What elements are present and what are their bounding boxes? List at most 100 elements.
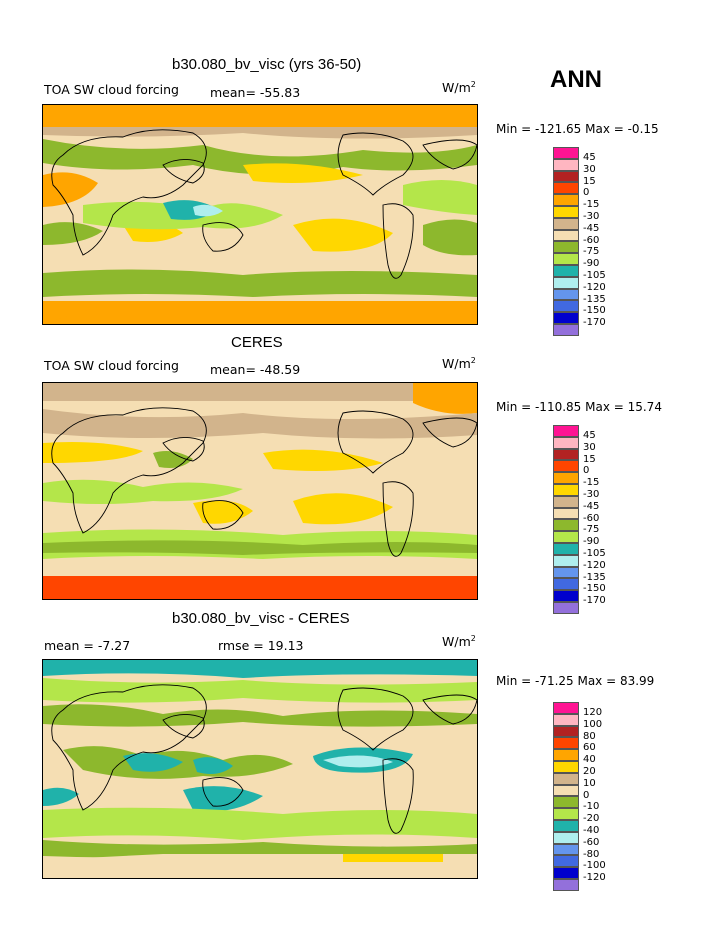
panel-1-title: b30.080_bv_visc (yrs 36-50) [172,56,362,73]
panel-1-map [42,104,478,325]
legend-swatch [553,737,579,750]
panel-2-field-label: TOA SW cloud forcing [44,358,179,373]
panel-1-field-label: TOA SW cloud forcing [44,82,179,97]
legend-tick: 30 [583,441,596,453]
legend-tick: -60 [583,234,600,246]
legend-tick: 80 [583,730,596,742]
legend-swatch [553,542,579,555]
legend-tick: 0 [583,789,590,801]
legend-swatch [553,772,579,785]
legend-swatch [553,578,579,591]
legend-swatch [553,566,579,579]
panel-3-mean-label: mean = -7.27 [44,638,131,653]
legend-swatch [553,229,579,242]
legend-swatch [553,158,579,171]
legend-tick: 45 [583,152,596,163]
legend-swatch [553,323,579,336]
legend-tick: 15 [583,453,596,465]
legend-swatch [553,590,579,602]
legend-tick: -10 [583,801,600,813]
legend-tick: 120 [583,707,603,718]
panel-1-mean-label: mean= -55.83 [210,85,301,100]
legend-swatch [553,702,579,714]
legend-tick: -15 [583,477,600,489]
legend-tick: -60 [583,512,600,524]
legend-tick: -135 [583,293,606,305]
legend-tick: -75 [583,524,600,536]
legend-tick: -15 [583,199,600,211]
legend-tick: -20 [583,813,600,825]
legend-swatch [553,713,579,726]
legend-swatch [553,448,579,461]
legend-swatch [553,276,579,289]
panel-1-legend [553,147,579,336]
legend-tick: -135 [583,571,606,583]
panel-2-mean-label: mean= -48.59 [210,362,301,377]
legend-swatch [553,796,579,809]
legend-swatch [553,460,579,473]
legend-swatch [553,878,579,891]
legend-tick: -80 [583,848,600,860]
legend-tick: -30 [583,211,600,222]
legend-swatch [553,554,579,567]
legend-swatch [553,601,579,614]
legend-swatch [553,819,579,832]
legend-tick: 40 [583,754,596,766]
legend-tick: -170 [583,595,606,607]
panel-3-rmse-label: rmse = 19.13 [218,638,304,653]
legend-swatch [553,194,579,206]
panel-3-map [42,659,478,879]
legend-swatch [553,264,579,277]
legend-swatch [553,784,579,797]
legend-tick: 0 [583,465,590,477]
legend-tick: 60 [583,742,596,754]
legend-tick: 30 [583,163,596,175]
legend-tick: -105 [583,548,606,559]
legend-swatch [553,300,579,313]
panel-2-units: W/m2 [442,356,476,372]
legend-swatch [553,831,579,844]
legend-swatch [553,312,579,324]
legend-swatch [553,495,579,508]
legend-tick: -120 [583,872,606,884]
panel-1-units: W/m2 [442,80,476,96]
legend-tick: -30 [583,489,600,500]
panel-2-title: CERES [231,334,283,351]
legend-swatch [553,147,579,159]
legend-swatch [553,760,579,773]
legend-swatch [553,808,579,820]
legend-tick: -120 [583,281,606,293]
legend-swatch [553,217,579,230]
legend-tick: -105 [583,270,606,281]
legend-tick: 20 [583,766,596,777]
legend-swatch [553,867,579,879]
panel-3-legend [553,702,579,891]
panel-2-minmax: Min = -110.85 Max = 15.74 [496,400,662,414]
panel-2-map [42,382,478,600]
legend-swatch [553,725,579,738]
legend-tick: -90 [583,536,600,548]
legend-tick: -90 [583,258,600,270]
legend-tick: 10 [583,777,596,789]
legend-swatch [553,436,579,449]
legend-tick: -150 [583,305,606,317]
panel-1-minmax: Min = -121.65 Max = -0.15 [496,122,659,136]
legend-swatch [553,425,579,437]
panel-3-title: b30.080_bv_visc - CERES [172,610,350,627]
legend-swatch [553,253,579,265]
panel-3-units: W/m2 [442,634,476,650]
legend-swatch [553,241,579,254]
legend-tick: -40 [583,825,600,836]
panel-3-minmax: Min = -71.25 Max = 83.99 [496,674,655,688]
legend-swatch [553,170,579,183]
legend-tick: 15 [583,175,596,187]
legend-swatch [553,205,579,218]
legend-swatch [553,519,579,532]
legend-swatch [553,483,579,496]
legend-tick: -150 [583,583,606,595]
legend-swatch [553,507,579,520]
legend-tick: -100 [583,860,606,872]
panel-2-legend [553,425,579,614]
legend-swatch [553,843,579,856]
legend-tick: -60 [583,836,600,848]
